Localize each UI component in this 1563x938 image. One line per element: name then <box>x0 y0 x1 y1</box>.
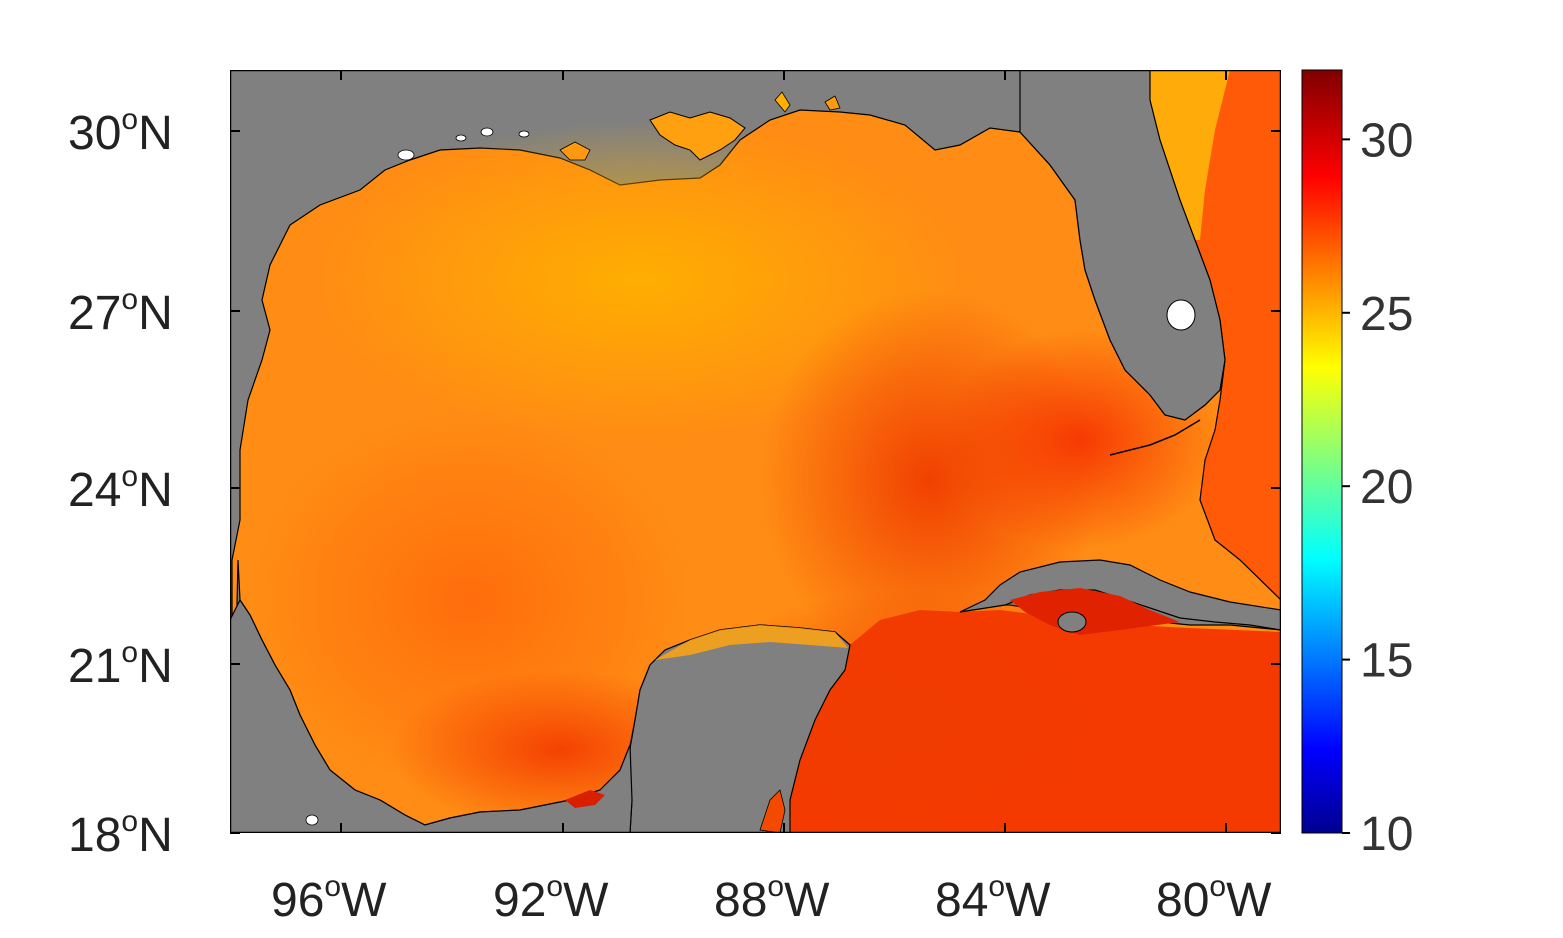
campeche-bank <box>655 625 848 660</box>
colorbar-tick-label: 30 <box>1360 114 1413 167</box>
lon-tick-label: 84oW <box>935 870 1051 927</box>
lat-tick-label: 24oN <box>68 460 173 517</box>
florida-peninsula <box>1019 70 1226 421</box>
terminos-lagoon <box>565 790 605 808</box>
isle-of-youth <box>1057 611 1087 633</box>
lake-okeechobee <box>1166 299 1196 331</box>
florida-keys <box>1109 419 1201 456</box>
colorbar-ticks: 30 25 20 15 10 <box>1342 114 1413 861</box>
longitude-ticks: 96oW 92oW 88oW 84oW 80oW <box>271 70 1272 927</box>
lon-tick-label: 92oW <box>493 870 609 927</box>
colorbar-tick-label: 20 <box>1360 461 1413 514</box>
colorbar-tick-label: 10 <box>1360 808 1413 861</box>
lat-tick-label: 18oN <box>68 805 173 862</box>
colorbar <box>1301 69 1343 834</box>
lon-tick-label: 88oW <box>714 870 830 927</box>
lon-tick-label: 80oW <box>1156 870 1272 927</box>
colorbar-tick-label: 25 <box>1360 288 1413 341</box>
colorbar-tick-label: 15 <box>1360 635 1413 688</box>
latitude-ticks: 30oN 27oN 24oN 21oN 18oN <box>68 103 1281 862</box>
mississippi-delta <box>649 111 746 161</box>
cuba-south-shelf <box>1010 588 1180 635</box>
atlantic-cool-strip <box>1150 70 1230 240</box>
lat-tick-label: 21oN <box>68 636 173 693</box>
mexico-mainland <box>230 598 633 833</box>
lat-tick-label: 30oN <box>68 103 173 160</box>
lat-tick-label: 27oN <box>68 283 173 340</box>
lon-tick-label: 96oW <box>271 870 387 927</box>
